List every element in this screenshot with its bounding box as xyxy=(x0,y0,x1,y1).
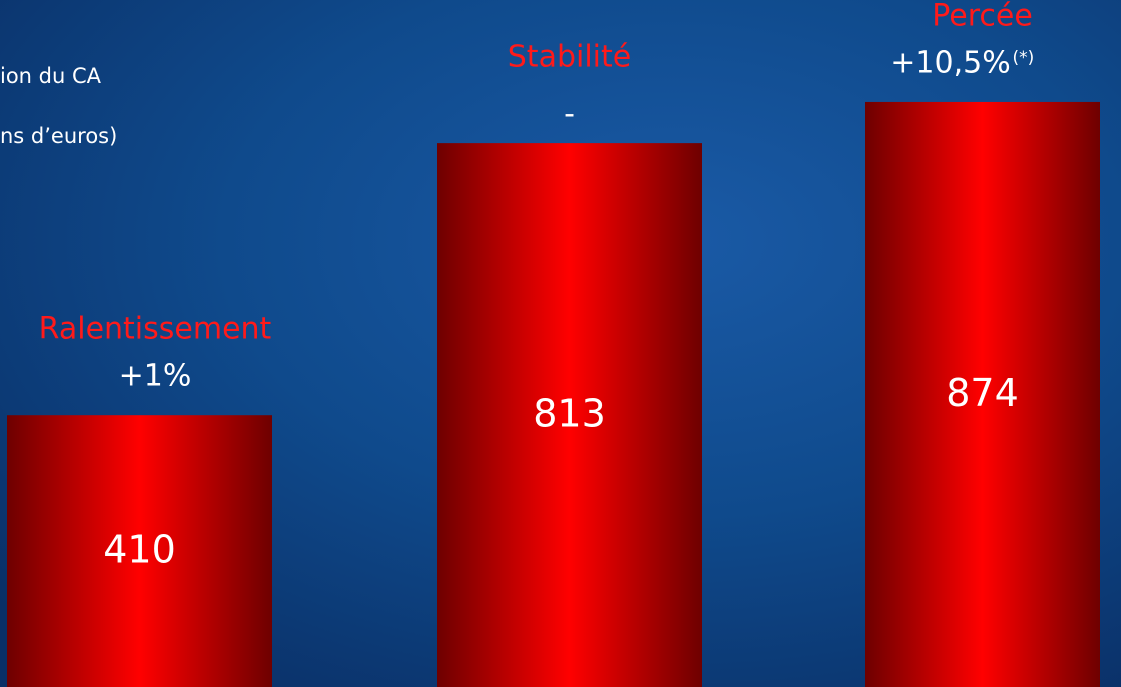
bar xyxy=(7,415,272,687)
value-label: 874 xyxy=(946,371,1019,415)
annotation-label: Stabilité xyxy=(508,40,631,75)
bar xyxy=(437,143,702,687)
annotation-label: Ralentissement xyxy=(39,312,272,347)
annotation-label: Percée xyxy=(932,0,1033,33)
bar xyxy=(865,101,1100,687)
change-label: +1% xyxy=(119,359,192,394)
value-label: 410 xyxy=(103,528,176,572)
footnote-mark: (*) xyxy=(1013,48,1035,68)
change-label: +10,5% xyxy=(890,45,1010,80)
change-label: - xyxy=(564,97,575,132)
note: ion du CA xyxy=(0,64,102,88)
note: ns d’euros) xyxy=(0,124,117,148)
value-label: 813 xyxy=(533,392,606,436)
